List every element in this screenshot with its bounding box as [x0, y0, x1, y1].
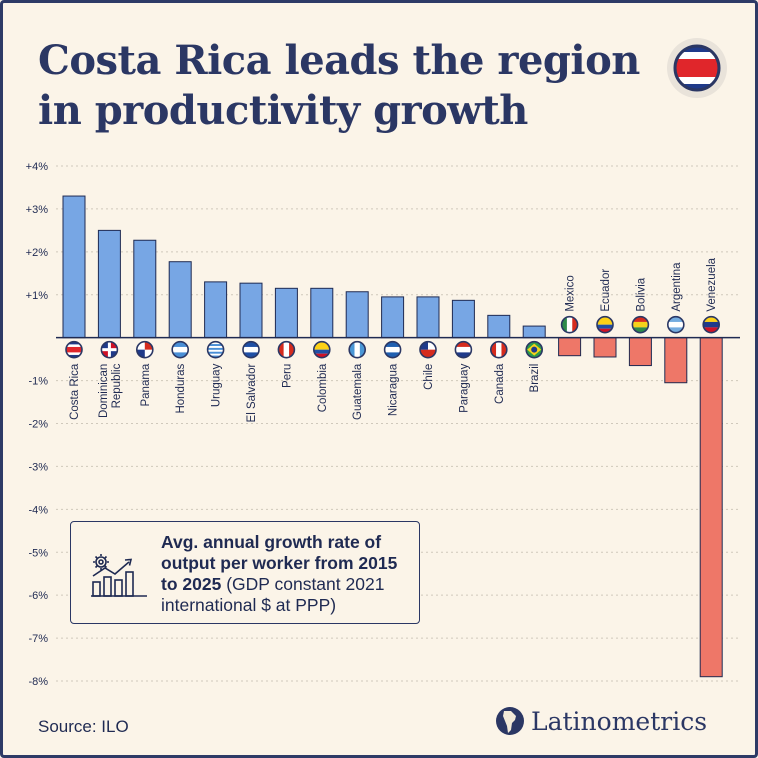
legend-detail-text: (GDP constant 2021 international $ at PP…: [161, 574, 385, 615]
y-tick-label: -8%: [28, 676, 48, 688]
y-tick-label: +2%: [26, 247, 49, 259]
paraguay-flag-icon: [454, 340, 473, 359]
bar-dominican-republic: [97, 229, 121, 339]
el-salvador-flag-icon: [242, 340, 260, 359]
panama-flag-icon: [136, 340, 154, 359]
category-label: Ecuador: [600, 269, 612, 312]
category-label: Panama: [140, 363, 152, 406]
bar-el-salvador: [239, 282, 263, 339]
bar-uruguay: [204, 281, 228, 339]
bar-ecuador: [593, 337, 617, 358]
mexico-flag-icon: [560, 315, 579, 334]
bar-mexico: [558, 337, 582, 357]
chart-title: Costa Rica leads the region in productiv…: [38, 36, 648, 136]
costa-rica-flag-icon: [65, 340, 83, 359]
y-tick-label: -3%: [28, 461, 48, 473]
legend-bold-text: Avg. annual growth rate of output per wo…: [161, 532, 398, 594]
source-note: Source: ILO: [38, 717, 129, 736]
category-label: Peru: [281, 364, 293, 388]
title-line-1: Costa Rica leads the region: [38, 37, 640, 84]
category-label: Nicaragua: [388, 363, 400, 416]
category-label: Uruguay: [211, 363, 223, 407]
category-label: Republic: [111, 363, 123, 408]
category-label: Honduras: [175, 363, 187, 413]
y-tick-label: -1%: [28, 376, 48, 388]
bar-guatemala: [345, 291, 369, 339]
dominican-republic-flag-icon: [100, 340, 119, 359]
bar-canada: [487, 314, 511, 339]
ecuador-flag-icon: [596, 315, 614, 334]
category-label: Venezuela: [706, 257, 718, 311]
bar-nicaragua: [381, 296, 405, 339]
y-tick-label: -2%: [28, 419, 48, 431]
chile-flag-icon: [419, 340, 437, 359]
bar-venezuela: [699, 337, 723, 678]
category-label: Bolivia: [635, 277, 647, 311]
y-tick-label: +1%: [26, 290, 49, 302]
bar-brazil: [522, 325, 546, 339]
bar-argentina: [664, 337, 688, 384]
bar-peru: [274, 287, 298, 339]
category-label: Chile: [423, 364, 435, 390]
canada-flag-icon: [489, 340, 508, 359]
bar-honduras: [168, 261, 192, 339]
uruguay-flag-icon: [206, 340, 225, 359]
argentina-flag-icon: [666, 315, 685, 334]
peru-flag-icon: [277, 340, 296, 359]
legend-text: Avg. annual growth rate of output per wo…: [161, 532, 416, 616]
latin-america-map-icon: [496, 707, 524, 735]
category-label: Paraguay: [458, 363, 470, 412]
costa-rica-flag-badge: [667, 38, 727, 98]
bar-bolivia: [628, 337, 652, 367]
costa-rica-flag-icon: [673, 44, 721, 92]
brand-logo: Latinometrics: [495, 706, 707, 736]
bolivia-flag-icon: [631, 315, 650, 334]
title-line-2: in productivity growth: [38, 87, 528, 134]
y-tick-label: -4%: [28, 504, 48, 516]
growth-chart-icon: [91, 554, 147, 597]
brazil-flag-icon: [525, 340, 544, 359]
category-label: Canada: [494, 363, 506, 404]
bar-panama: [133, 239, 157, 339]
colombia-flag-icon: [312, 340, 331, 359]
y-tick-label: -6%: [28, 590, 48, 602]
guatemala-flag-icon: [348, 340, 367, 359]
category-label: El Salvador: [246, 364, 258, 423]
bar-chile: [416, 296, 440, 339]
bar-paraguay: [451, 299, 475, 339]
legend-box: Avg. annual growth rate of output per wo…: [70, 521, 420, 624]
y-tick-label: -7%: [28, 633, 48, 645]
y-tick-label: +4%: [26, 161, 49, 173]
bar-costa-rica: [62, 195, 86, 339]
honduras-flag-icon: [171, 340, 189, 359]
venezuela-flag-icon: [702, 315, 721, 334]
category-label: Mexico: [565, 275, 577, 311]
nicaragua-flag-icon: [383, 340, 402, 359]
category-label: Guatemala: [352, 363, 364, 420]
category-label: Colombia: [317, 363, 329, 412]
y-tick-label: +3%: [26, 204, 49, 216]
category-label: Costa Rica: [69, 363, 81, 420]
category-label: Brazil: [529, 364, 541, 393]
brand-name: Latinometrics: [531, 706, 708, 736]
bar-colombia: [310, 287, 334, 339]
category-label: Argentina: [671, 262, 683, 312]
category-label: Dominican: [98, 364, 110, 418]
y-tick-label: -5%: [28, 547, 48, 559]
